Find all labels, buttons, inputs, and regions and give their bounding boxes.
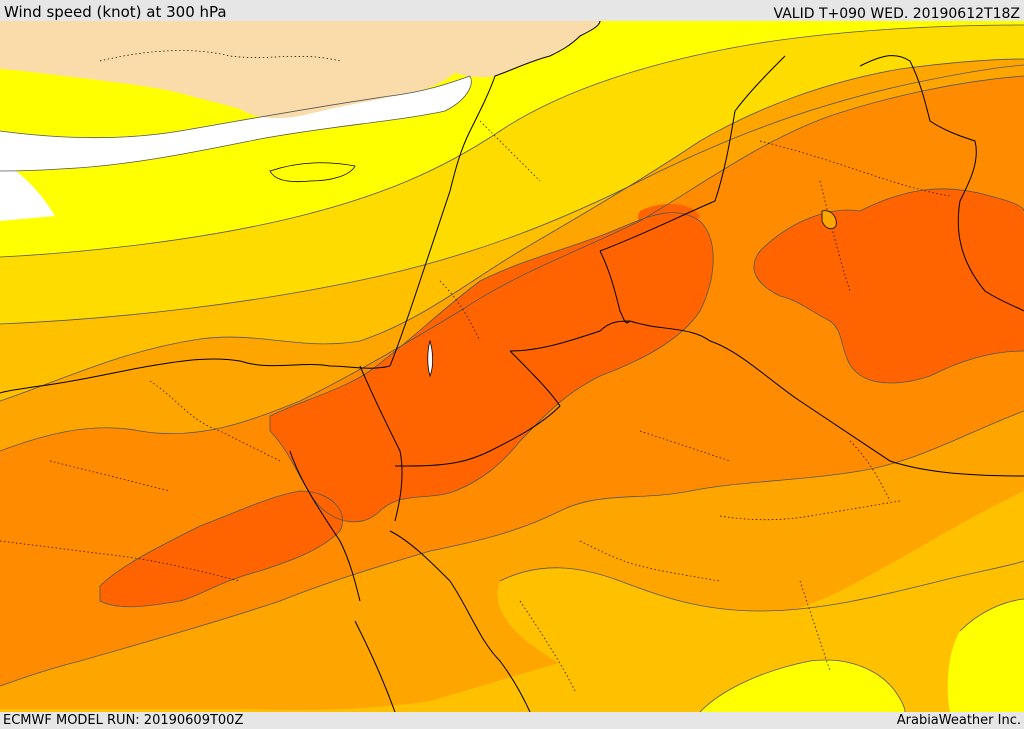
dead-sea-lake — [427, 339, 434, 378]
coastlines — [0, 21, 601, 712]
wind-core-level-6-east — [753, 188, 1024, 383]
wind-band-level-1-south — [700, 660, 905, 712]
land-no-data-region — [0, 21, 600, 119]
wind-contours — [0, 24, 1024, 712]
wind-speed-map[interactable] — [0, 21, 1024, 712]
province-borders — [0, 50, 951, 692]
wind-band-level-2-south — [497, 561, 1024, 712]
model-run-label: ECMWF MODEL RUN: 20190609T00Z — [3, 713, 244, 728]
cyprus-island — [269, 162, 356, 183]
map-canvas — [0, 21, 1024, 712]
wind-calm-zone — [0, 76, 472, 171]
wind-band-level-1-southeast — [947, 599, 1024, 712]
wind-core-level-6-ne — [638, 204, 700, 233]
map-title: Wind speed (knot) at 300 hPa — [4, 3, 227, 21]
country-borders — [395, 55, 1024, 477]
wind-core-level-6-west — [100, 491, 343, 607]
wind-band-level-2-north — [0, 25, 1024, 324]
wind-core-level-6-central — [270, 212, 714, 522]
header-bar: Wind speed (knot) at 300 hPa VALID T+090… — [0, 0, 1024, 22]
credit-label: ArabiaWeather Inc. — [896, 713, 1021, 728]
footer-bar: ECMWF MODEL RUN: 20190609T00Z ArabiaWeat… — [0, 712, 1024, 729]
lake-tharthar — [821, 210, 837, 230]
wind-calm-zone-west — [0, 161, 55, 221]
valid-time: VALID T+090 WED. 20190612T18Z — [773, 6, 1020, 22]
